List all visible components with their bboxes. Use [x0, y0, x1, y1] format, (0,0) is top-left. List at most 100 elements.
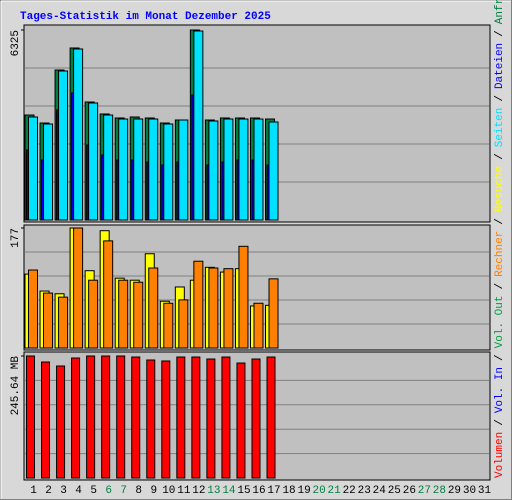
legend-separator: / — [494, 283, 506, 290]
legend-separator: / — [494, 153, 506, 160]
y-tick-label: 245.64 MB — [10, 356, 22, 416]
x-tick-label: 22 — [343, 485, 356, 497]
bar — [221, 356, 231, 479]
legend-entry: Vol. Out — [494, 296, 506, 349]
bar — [28, 116, 38, 221]
x-tick-label: 26 — [403, 485, 416, 497]
bar — [116, 355, 126, 479]
x-tick-label: 8 — [135, 485, 142, 497]
bar — [238, 245, 249, 349]
bar — [251, 358, 261, 479]
bar — [101, 355, 111, 479]
x-tick-label: 27 — [418, 485, 431, 497]
bar — [28, 269, 38, 349]
bar — [71, 357, 81, 479]
bar — [88, 279, 99, 349]
bar — [86, 355, 96, 479]
bar — [43, 292, 54, 349]
x-tick-label: 9 — [150, 485, 157, 497]
bar — [268, 278, 279, 349]
x-tick-label: 20 — [313, 485, 326, 497]
legend: Volumen / Vol. In / Vol. Out / Rechner / Besuche… — [494, 0, 506, 478]
x-tick-label: 15 — [237, 485, 250, 497]
bar — [191, 356, 201, 479]
legend-entry: Dateien — [494, 43, 506, 89]
bar — [238, 118, 249, 221]
x-tick-label: 11 — [177, 485, 191, 497]
bar — [118, 279, 129, 349]
x-tick-label: 31 — [478, 485, 492, 497]
bar — [176, 356, 186, 479]
bar — [56, 365, 66, 479]
legend-separator: / — [494, 30, 506, 37]
bar — [253, 302, 264, 349]
x-tick-label: 2 — [45, 485, 52, 497]
x-tick-label: 4 — [75, 485, 82, 497]
x-tick-label: 3 — [60, 485, 67, 497]
bar — [73, 48, 84, 221]
legend-entry: Vol. In — [494, 367, 506, 413]
x-tick-label: 18 — [282, 485, 295, 497]
x-tick-label: 23 — [358, 485, 371, 497]
x-tick-label: 29 — [448, 485, 461, 497]
y-tick-label: 6325 — [10, 30, 22, 56]
bar — [88, 102, 99, 221]
x-tick-label: 28 — [433, 485, 446, 497]
bar — [178, 299, 189, 349]
bar — [133, 118, 144, 221]
x-tick-label: 5 — [90, 485, 97, 497]
legend-entry: Anfragen — [494, 0, 506, 24]
bar — [58, 70, 69, 221]
bar — [58, 296, 69, 349]
bar — [223, 118, 234, 221]
x-tick-label: 12 — [192, 485, 205, 497]
bar — [103, 114, 114, 221]
x-tick-label: 30 — [463, 485, 476, 497]
bar — [223, 268, 234, 349]
bar — [163, 302, 174, 349]
x-tick-label: 16 — [252, 485, 265, 497]
bar — [236, 362, 246, 479]
bar — [148, 267, 159, 349]
legend-separator: / — [494, 95, 506, 102]
x-tick-label: 21 — [328, 485, 342, 497]
bar — [26, 355, 35, 479]
x-tick-label: 7 — [120, 485, 127, 497]
y-tick-label: 177 — [10, 228, 22, 248]
bar — [268, 121, 279, 221]
bar — [73, 227, 84, 349]
bar — [163, 123, 174, 221]
bar — [103, 240, 114, 349]
x-tick-label: 10 — [162, 485, 175, 497]
x-tick-label: 25 — [388, 485, 401, 497]
x-tick-label: 14 — [222, 485, 236, 497]
bar — [148, 118, 159, 221]
bar — [266, 356, 276, 479]
bar — [43, 123, 54, 221]
bar — [118, 118, 129, 221]
legend-separator: / — [494, 419, 506, 426]
bar — [161, 360, 171, 479]
bar — [178, 119, 189, 221]
x-tick-label: 13 — [207, 485, 220, 497]
x-tick-label: 19 — [297, 485, 310, 497]
bar — [131, 356, 141, 479]
bar — [193, 260, 204, 349]
bar — [208, 120, 219, 221]
x-tick-label: 17 — [267, 485, 280, 497]
bar — [206, 358, 216, 479]
bar — [133, 281, 144, 349]
x-tick-label: 24 — [373, 485, 387, 497]
x-tick-label: 6 — [105, 485, 112, 497]
x-tick-label: 1 — [30, 485, 37, 497]
bar — [41, 361, 51, 479]
legend-entry: Besuche — [494, 166, 506, 212]
chart-title: Tages-Statistik im Monat Dezember 2025 — [20, 11, 271, 23]
legend-separator: / — [494, 354, 506, 361]
bar — [146, 359, 156, 479]
legend-entry: Seiten — [494, 108, 506, 148]
legend-entry: Rechner — [494, 231, 506, 277]
bar — [253, 118, 264, 221]
legend-entry: Volumen — [494, 432, 506, 478]
